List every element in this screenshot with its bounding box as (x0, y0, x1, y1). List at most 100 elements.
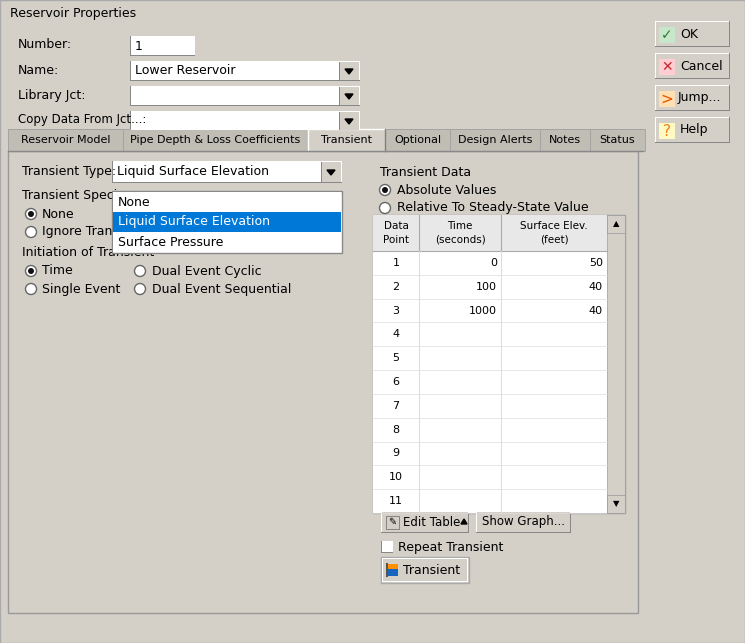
Bar (659, 123, 675, 139)
Bar (130, 86, 360, 106)
Bar (382, 558, 468, 582)
Text: Cancel: Cancel (680, 60, 723, 73)
Text: Transient Specia: Transient Specia (22, 190, 125, 203)
Text: 1000: 1000 (469, 305, 497, 316)
Text: Liquid Surface Elevation: Liquid Surface Elevation (117, 165, 269, 179)
Bar (659, 27, 675, 43)
Bar (656, 22, 729, 46)
Text: Single Event: Single Event (42, 282, 121, 296)
Circle shape (25, 208, 37, 219)
Circle shape (25, 266, 37, 276)
Bar (373, 418, 607, 442)
Bar (373, 215, 625, 513)
Bar (123, 129, 308, 151)
Text: Optional: Optional (394, 135, 441, 145)
Bar (112, 161, 342, 183)
Bar (387, 569, 398, 576)
Bar (381, 511, 468, 532)
Bar (373, 394, 607, 418)
Bar (8, 151, 638, 613)
Text: (seconds): (seconds) (434, 235, 486, 245)
Bar (131, 86, 360, 105)
Text: None: None (118, 195, 150, 208)
Text: Number:: Number: (18, 39, 72, 51)
Text: Repeat Transient: Repeat Transient (398, 541, 504, 554)
Bar (131, 37, 194, 55)
Bar (113, 212, 341, 232)
Bar (477, 512, 570, 532)
Text: Transient Data: Transient Data (380, 165, 471, 179)
Text: 4: 4 (393, 329, 399, 340)
Polygon shape (345, 119, 353, 124)
Text: 6: 6 (393, 377, 399, 387)
Bar (373, 489, 607, 513)
Bar (373, 442, 607, 466)
Bar (373, 322, 607, 347)
Text: >: > (661, 91, 673, 107)
Bar (339, 112, 359, 130)
Bar (373, 466, 607, 489)
Text: Dual Event Sequential: Dual Event Sequential (152, 282, 291, 296)
Text: ?: ? (663, 123, 671, 138)
Circle shape (379, 185, 390, 195)
Bar (607, 215, 625, 513)
Text: Notes: Notes (549, 135, 581, 145)
Text: Reservoir Model: Reservoir Model (21, 135, 110, 145)
Bar (655, 117, 729, 142)
Bar (386, 516, 399, 529)
Bar (450, 129, 540, 151)
Text: Status: Status (600, 135, 635, 145)
Bar (373, 275, 607, 298)
Bar (339, 112, 340, 130)
Bar (321, 162, 341, 182)
Bar (131, 61, 360, 80)
Bar (659, 59, 675, 75)
Circle shape (25, 226, 37, 237)
Bar (8, 129, 123, 151)
Text: OK: OK (680, 28, 698, 41)
Bar (383, 559, 467, 581)
Text: 8: 8 (393, 424, 399, 435)
Circle shape (135, 266, 145, 276)
Bar (655, 21, 730, 47)
Bar (373, 298, 607, 322)
Text: Time: Time (447, 221, 472, 231)
Text: Design Alerts: Design Alerts (458, 135, 532, 145)
Text: Liquid Surface Elevation: Liquid Surface Elevation (118, 215, 270, 228)
Text: 1: 1 (393, 258, 399, 268)
Text: 40: 40 (589, 282, 603, 292)
Text: Initiation of Transient: Initiation of Transient (22, 246, 154, 258)
Bar (382, 541, 393, 552)
Bar (123, 129, 308, 151)
Text: Library Jct:: Library Jct: (18, 89, 86, 102)
Circle shape (28, 211, 34, 217)
Text: ▼: ▼ (612, 500, 619, 509)
Text: 3: 3 (393, 305, 399, 316)
Bar (386, 563, 388, 577)
Bar (385, 129, 450, 151)
Text: 1: 1 (135, 39, 143, 53)
Bar (381, 541, 393, 553)
Bar (655, 85, 729, 110)
Circle shape (382, 187, 388, 193)
Bar (382, 542, 392, 552)
Text: Show Graph...: Show Graph... (481, 516, 565, 529)
Text: 0: 0 (490, 258, 497, 268)
Text: 7: 7 (393, 401, 399, 411)
Bar (476, 511, 570, 532)
Text: Dual Event Cyclic: Dual Event Cyclic (152, 264, 261, 278)
Text: 40: 40 (589, 305, 603, 316)
Bar (131, 87, 359, 105)
Text: 5: 5 (393, 353, 399, 363)
Bar (339, 87, 340, 105)
Text: Point: Point (383, 235, 409, 245)
Text: Absolute Values: Absolute Values (397, 183, 496, 197)
Bar (656, 54, 729, 78)
Bar (130, 61, 360, 81)
Bar (655, 21, 729, 46)
Text: Pipe Depth & Loss Coefficients: Pipe Depth & Loss Coefficients (130, 135, 301, 145)
Bar (387, 564, 398, 569)
Text: ✎: ✎ (388, 517, 396, 527)
Circle shape (379, 203, 390, 213)
Text: Copy Data From Jct...:: Copy Data From Jct...: (18, 114, 146, 127)
